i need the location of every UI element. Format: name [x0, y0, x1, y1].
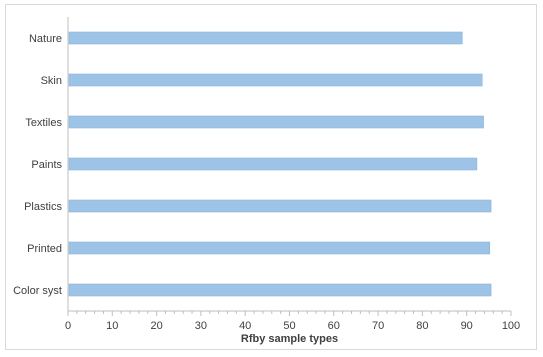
x-tick-label: 20: [150, 320, 162, 332]
bar-color-syst: [68, 283, 492, 297]
bar-textiles: [68, 115, 484, 129]
x-tick-label: 90: [461, 320, 473, 332]
x-tick-label: 40: [239, 320, 251, 332]
x-tick-label: 80: [416, 320, 428, 332]
category-label: Textiles: [25, 117, 62, 129]
bar-paints: [68, 157, 478, 171]
x-tick-label: 70: [372, 320, 384, 332]
bar-printed: [68, 241, 491, 255]
x-axis-title: Rfby sample types: [241, 333, 338, 345]
category-label: Paints: [31, 159, 62, 171]
bar-plastics: [68, 199, 492, 213]
x-tick-label: 0: [65, 320, 71, 332]
x-tick-label: 100: [502, 320, 520, 332]
category-labels: Nature Skin Textiles Paints Plastics Printed C…: [13, 33, 62, 297]
bars-group: [68, 31, 492, 297]
x-tick-label: 60: [328, 320, 340, 332]
category-label: Nature: [29, 33, 62, 45]
x-tick-label: 50: [283, 320, 295, 332]
x-axis: 0 10 20 30 40 50 60 70 80 90 100: [65, 310, 520, 332]
x-tick-label: 30: [195, 320, 207, 332]
category-label: Printed: [27, 243, 62, 255]
category-label: Plastics: [24, 201, 62, 213]
category-label: Skin: [41, 75, 62, 87]
bar-chart: Nature Skin Textiles Paints Plastics Printed C…: [13, 17, 520, 345]
bar-nature: [68, 31, 463, 45]
category-label: Color syst: [13, 285, 62, 297]
chart-frame: Nature Skin Textiles Paints Plastics Printed C…: [5, 4, 537, 350]
x-tick-label: 10: [106, 320, 118, 332]
bar-skin: [68, 73, 483, 87]
